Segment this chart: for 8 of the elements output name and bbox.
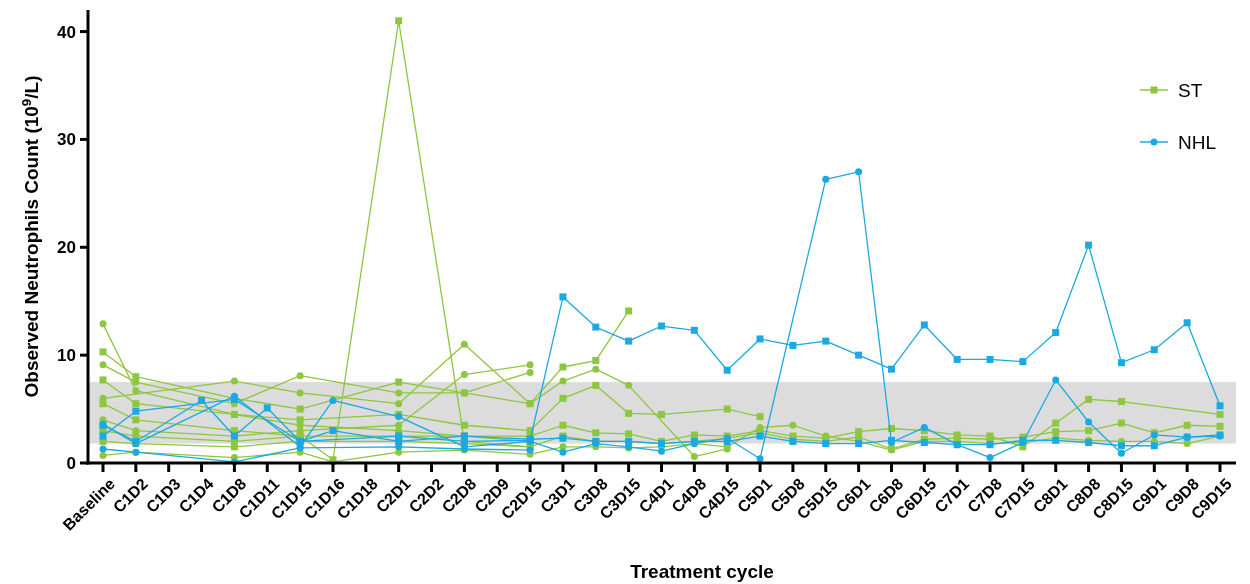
y-tick-label: 30 <box>57 130 76 150</box>
x-axis-title: Treatment cycle <box>630 561 774 582</box>
y-tick-label: 10 <box>57 346 76 366</box>
y-tick-label: 0 <box>66 453 76 473</box>
legend-label: NHL <box>1178 131 1217 153</box>
y-tick-label: 40 <box>57 22 76 42</box>
legend-label: ST <box>1178 79 1203 101</box>
y-tick-label: 20 <box>57 238 76 258</box>
